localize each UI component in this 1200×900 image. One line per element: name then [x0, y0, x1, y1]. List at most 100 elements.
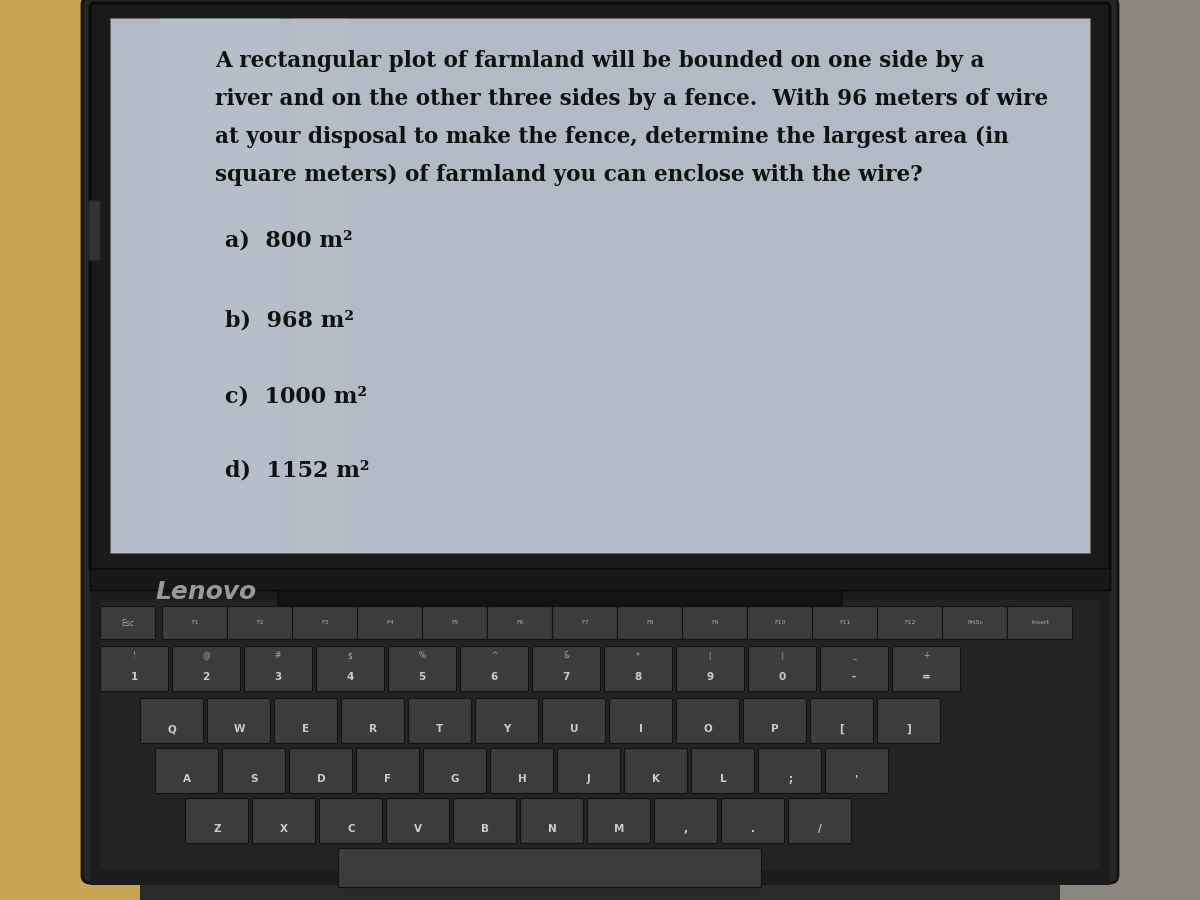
Text: F3: F3: [322, 620, 329, 625]
FancyBboxPatch shape: [810, 698, 874, 743]
Text: 5: 5: [419, 672, 426, 682]
Text: b)  968 m²: b) 968 m²: [226, 310, 354, 332]
FancyBboxPatch shape: [338, 849, 762, 887]
FancyBboxPatch shape: [552, 607, 618, 640]
Text: K: K: [652, 774, 660, 784]
FancyBboxPatch shape: [487, 607, 552, 640]
FancyBboxPatch shape: [683, 607, 748, 640]
Text: F8: F8: [647, 620, 654, 625]
FancyBboxPatch shape: [389, 646, 456, 691]
FancyBboxPatch shape: [749, 646, 816, 691]
FancyBboxPatch shape: [356, 749, 420, 794]
FancyBboxPatch shape: [826, 749, 888, 794]
FancyBboxPatch shape: [610, 698, 672, 743]
FancyBboxPatch shape: [140, 698, 204, 743]
FancyBboxPatch shape: [605, 646, 672, 691]
Text: A: A: [182, 774, 191, 784]
Text: ,: ,: [684, 824, 688, 834]
Text: R: R: [370, 724, 377, 734]
FancyBboxPatch shape: [721, 798, 785, 843]
FancyBboxPatch shape: [293, 607, 358, 640]
Text: F6: F6: [516, 620, 523, 625]
FancyBboxPatch shape: [624, 749, 688, 794]
FancyBboxPatch shape: [278, 588, 842, 610]
Text: O: O: [703, 724, 713, 734]
FancyBboxPatch shape: [317, 646, 384, 691]
Text: *: *: [636, 652, 640, 661]
Text: 2: 2: [203, 672, 210, 682]
Text: ]: ]: [907, 724, 911, 734]
FancyBboxPatch shape: [422, 607, 487, 640]
Text: F1: F1: [191, 620, 199, 625]
Text: N: N: [547, 824, 557, 834]
Text: !: !: [132, 652, 136, 661]
Text: X: X: [280, 824, 288, 834]
FancyBboxPatch shape: [424, 749, 486, 794]
Text: 7: 7: [563, 672, 570, 682]
Text: [: [: [840, 724, 845, 734]
Text: Y: Y: [503, 724, 511, 734]
Text: F2: F2: [256, 620, 264, 625]
Text: .: .: [751, 824, 755, 834]
FancyBboxPatch shape: [521, 798, 583, 843]
Text: Esc: Esc: [121, 618, 134, 627]
FancyBboxPatch shape: [475, 698, 539, 743]
Text: ': ': [856, 774, 859, 784]
Text: c)  1000 m²: c) 1000 m²: [226, 385, 367, 407]
FancyBboxPatch shape: [691, 749, 755, 794]
Text: 1: 1: [131, 672, 138, 682]
FancyBboxPatch shape: [744, 698, 806, 743]
Text: Q: Q: [168, 724, 176, 734]
FancyBboxPatch shape: [893, 646, 960, 691]
Text: -: -: [852, 672, 856, 682]
Text: PrtSc: PrtSc: [967, 620, 983, 625]
Bar: [110, 18, 1090, 553]
Bar: [140, 0, 1060, 900]
Text: F12: F12: [905, 620, 916, 625]
FancyBboxPatch shape: [408, 698, 472, 743]
Text: Lenovo: Lenovo: [155, 580, 256, 604]
Text: 4: 4: [347, 672, 354, 682]
Text: A rectangular plot of farmland will be bounded on one side by a: A rectangular plot of farmland will be b…: [215, 50, 984, 72]
Text: square meters) of farmland you can enclose with the wire?: square meters) of farmland you can enclo…: [215, 164, 923, 186]
FancyBboxPatch shape: [228, 607, 293, 640]
Text: Z: Z: [214, 824, 221, 834]
Bar: [290, 18, 350, 553]
FancyBboxPatch shape: [162, 607, 228, 640]
FancyBboxPatch shape: [821, 646, 888, 691]
Text: F7: F7: [581, 620, 589, 625]
FancyBboxPatch shape: [454, 798, 516, 843]
Text: at your disposal to make the fence, determine the largest area (in: at your disposal to make the fence, dete…: [215, 126, 1009, 148]
Text: P: P: [772, 724, 779, 734]
Bar: [90, 568, 1110, 590]
FancyBboxPatch shape: [654, 798, 718, 843]
FancyBboxPatch shape: [245, 646, 312, 691]
Text: ;: ;: [788, 774, 792, 784]
FancyBboxPatch shape: [877, 698, 941, 743]
FancyBboxPatch shape: [156, 749, 218, 794]
FancyBboxPatch shape: [677, 698, 739, 743]
Text: F5: F5: [451, 620, 458, 625]
FancyBboxPatch shape: [588, 798, 650, 843]
Text: V: V: [414, 824, 422, 834]
Bar: [100, 600, 1100, 870]
FancyBboxPatch shape: [558, 749, 620, 794]
FancyBboxPatch shape: [319, 798, 383, 843]
FancyBboxPatch shape: [748, 607, 812, 640]
Bar: [1060, 0, 1200, 900]
Text: C: C: [347, 824, 355, 834]
Text: E: E: [302, 724, 310, 734]
Text: a)  800 m²: a) 800 m²: [226, 230, 353, 252]
FancyBboxPatch shape: [542, 698, 606, 743]
Text: B: B: [481, 824, 490, 834]
Text: d)  1152 m²: d) 1152 m²: [226, 460, 370, 482]
Text: #: #: [275, 652, 281, 661]
FancyBboxPatch shape: [491, 749, 553, 794]
Text: W: W: [233, 724, 245, 734]
Text: /: /: [818, 824, 822, 834]
FancyBboxPatch shape: [186, 798, 248, 843]
Bar: [0, 0, 140, 900]
Bar: [88, 200, 100, 260]
FancyBboxPatch shape: [758, 749, 822, 794]
Text: @: @: [202, 652, 210, 661]
